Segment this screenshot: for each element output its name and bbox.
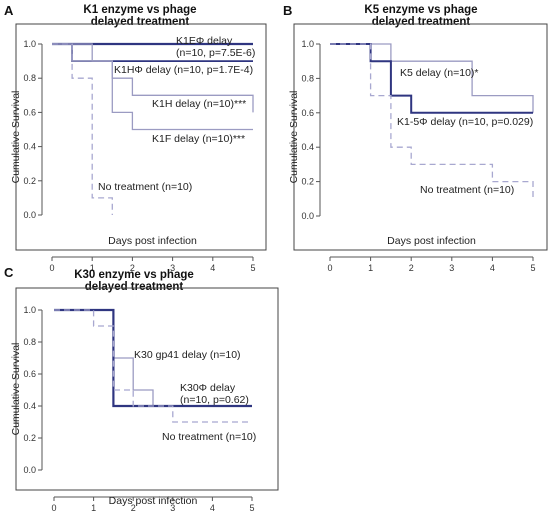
series-k1e-delay: K1EΦ delay(n=10, p=7.5E-6) xyxy=(52,35,255,59)
x-tick-label: 5 xyxy=(530,263,535,273)
x-axis-label: Days post infection xyxy=(109,495,198,507)
y-axis-label: Cumulative Survival xyxy=(288,91,300,184)
y-tick-label: 0.6 xyxy=(23,369,36,379)
y-tick-label: 0.4 xyxy=(301,142,314,152)
axes: 0.0 0.2 0.4 0.6 0.8 1.0 0 1 2 3 4 5 xyxy=(23,305,254,513)
y-tick-label: 0.8 xyxy=(23,337,36,347)
series-line xyxy=(54,309,252,423)
y-tick-label: 1.0 xyxy=(23,305,36,315)
series-line xyxy=(54,308,252,408)
series-k5-delay: K5 delay (n=10)* xyxy=(330,43,534,113)
series-label: No treatment (n=10) xyxy=(420,184,514,196)
series-label: (n=10, p=0.62) xyxy=(180,394,249,406)
y-tick-label: 0.2 xyxy=(301,177,314,187)
panel-letter: B xyxy=(283,3,292,18)
x-axis-label: Days post infection xyxy=(108,235,197,247)
x-tick-label: 0 xyxy=(51,503,56,513)
panel-letter: C xyxy=(4,265,14,280)
chart-title: delayed treatment xyxy=(85,281,184,293)
y-tick-label: 0.8 xyxy=(23,73,36,83)
series-label: K1EΦ delay xyxy=(176,35,233,47)
series-label: K5 delay (n=10)* xyxy=(400,67,479,79)
y-tick-label: 0.2 xyxy=(23,433,36,443)
chart-title: K1 enzyme vs phage xyxy=(83,4,196,16)
series-line xyxy=(330,43,534,113)
series-label: K1H delay (n=10)*** xyxy=(152,98,246,110)
x-tick-label: 1 xyxy=(368,263,373,273)
series-label: (n=10, p=7.5E-6) xyxy=(176,47,255,59)
y-tick-label: 0.8 xyxy=(301,73,314,83)
plot-frame xyxy=(293,23,548,251)
x-tick-label: 3 xyxy=(449,263,454,273)
y-tick-label: 1.0 xyxy=(301,39,314,49)
x-tick-label: 0 xyxy=(49,263,54,273)
y-axis-label: Cumulative Survival xyxy=(10,91,22,184)
panel-letter: A xyxy=(4,3,14,18)
y-tick-label: 0.4 xyxy=(23,142,36,152)
series-k1-5-delay: K1-5Φ delay (n=10, p=0.029) xyxy=(330,43,533,128)
y-tick-label: 0.6 xyxy=(23,107,36,117)
series-no-treatment: No treatment (n=10) xyxy=(330,43,534,199)
axes: 0.0 0.2 0.4 0.6 0.8 1.0 0 1 2 3 4 5 xyxy=(23,39,255,273)
x-tick-label: 5 xyxy=(250,263,255,273)
y-tick-label: 0.0 xyxy=(301,211,314,221)
x-axis-label: Days post infection xyxy=(387,235,476,247)
chart-title: delayed treatment xyxy=(372,16,471,28)
chart-title: delayed treatment xyxy=(91,16,190,28)
series-no-treatment: No treatment (n=10) xyxy=(52,43,192,215)
y-tick-label: 0.0 xyxy=(23,210,36,220)
x-tick-label: 2 xyxy=(131,503,136,513)
series-label: K30 gp41 delay (n=10) xyxy=(134,349,241,361)
x-tick-label: 1 xyxy=(90,263,95,273)
series-label: K1F delay (n=10)*** xyxy=(152,133,245,145)
y-axis-label: Cumulative Survival xyxy=(10,343,22,436)
chart-title: K30 enzyme vs phage xyxy=(74,269,194,281)
series-label: K30Φ delay xyxy=(180,382,236,394)
plot-frame xyxy=(15,23,267,251)
x-tick-label: 5 xyxy=(249,503,254,513)
y-tick-label: 0.0 xyxy=(23,465,36,475)
series-label: K1-5Φ delay (n=10, p=0.029) xyxy=(397,116,533,128)
x-tick-label: 3 xyxy=(170,263,175,273)
series-no-treatment: No treatment (n=10) xyxy=(54,309,256,443)
x-tick-label: 3 xyxy=(170,503,175,513)
series-k30-delay: K30Φ delay(n=10, p=0.62) xyxy=(54,308,252,408)
axes: 0.0 0.2 0.4 0.6 0.8 1.0 0 1 2 3 4 5 xyxy=(301,39,535,273)
series-line xyxy=(330,43,534,199)
x-tick-label: 2 xyxy=(130,263,135,273)
y-tick-label: 0.4 xyxy=(23,401,36,411)
x-tick-label: 2 xyxy=(409,263,414,273)
x-tick-label: 4 xyxy=(210,263,215,273)
plot-frame xyxy=(15,287,279,491)
series-label: No treatment (n=10) xyxy=(98,181,192,193)
chart-title: K5 enzyme vs phage xyxy=(364,4,477,16)
y-tick-label: 0.6 xyxy=(301,108,314,118)
series-k1f-delay: K1F delay (n=10)*** xyxy=(52,43,253,145)
x-tick-label: 4 xyxy=(210,503,215,513)
series-label: K1HΦ delay (n=10, p=1.7E-4) xyxy=(114,64,253,76)
y-tick-label: 1.0 xyxy=(23,39,36,49)
series-line xyxy=(52,43,113,215)
y-tick-label: 0.2 xyxy=(23,176,36,186)
x-tick-label: 1 xyxy=(91,503,96,513)
x-tick-label: 4 xyxy=(490,263,495,273)
x-tick-label: 0 xyxy=(327,263,332,273)
series-label: No treatment (n=10) xyxy=(162,431,256,443)
